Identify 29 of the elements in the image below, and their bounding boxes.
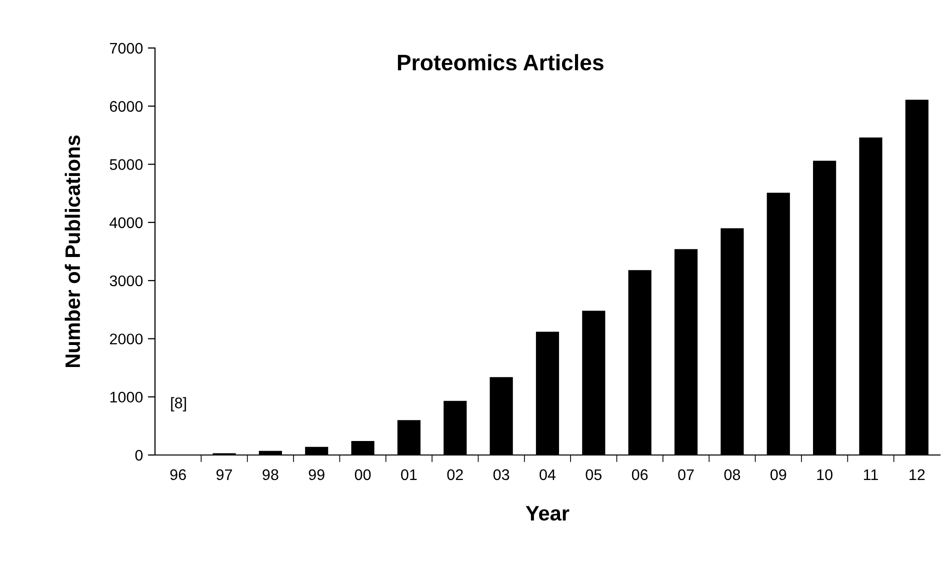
x-tick-label: 08 <box>724 469 740 480</box>
x-tick-label: 97 <box>216 469 232 480</box>
x-tick-label: 02 <box>447 469 463 480</box>
y-tick-label: 2000 <box>110 334 143 344</box>
x-tick-label: 09 <box>770 469 786 480</box>
x-tick-label: 05 <box>586 469 602 480</box>
x-tick-label: 00 <box>354 469 371 480</box>
x-axis-title: Year <box>526 506 570 521</box>
y-tick-label: 4000 <box>110 217 143 228</box>
x-tick-label: 99 <box>308 469 324 480</box>
x-tick-label: 03 <box>493 469 510 480</box>
y-tick-label: 1000 <box>110 392 143 403</box>
x-tick-label: 07 <box>678 469 694 480</box>
x-tick-label: 04 <box>540 469 556 480</box>
x-tick-label: 11 <box>864 469 878 480</box>
chart-title: Proteomics Articles <box>398 54 604 70</box>
x-tick-label: 98 <box>262 469 278 480</box>
y-tick-label: 3000 <box>110 275 143 286</box>
x-tick-label: 12 <box>910 469 925 480</box>
x-tick-label: 96 <box>170 469 186 480</box>
x-tick-label: 01 <box>401 469 417 480</box>
y-tick-label: 5000 <box>110 159 143 170</box>
annotation: [8] <box>171 397 186 412</box>
y-tick-label: 0 <box>135 450 143 461</box>
y-tick-label: 7000 <box>110 42 143 54</box>
y-axis-title: Number of Publications <box>64 135 80 368</box>
y-tick-label: 6000 <box>110 101 143 112</box>
x-tick-label: 10 <box>817 469 832 480</box>
x-tick-label: 06 <box>632 469 648 480</box>
